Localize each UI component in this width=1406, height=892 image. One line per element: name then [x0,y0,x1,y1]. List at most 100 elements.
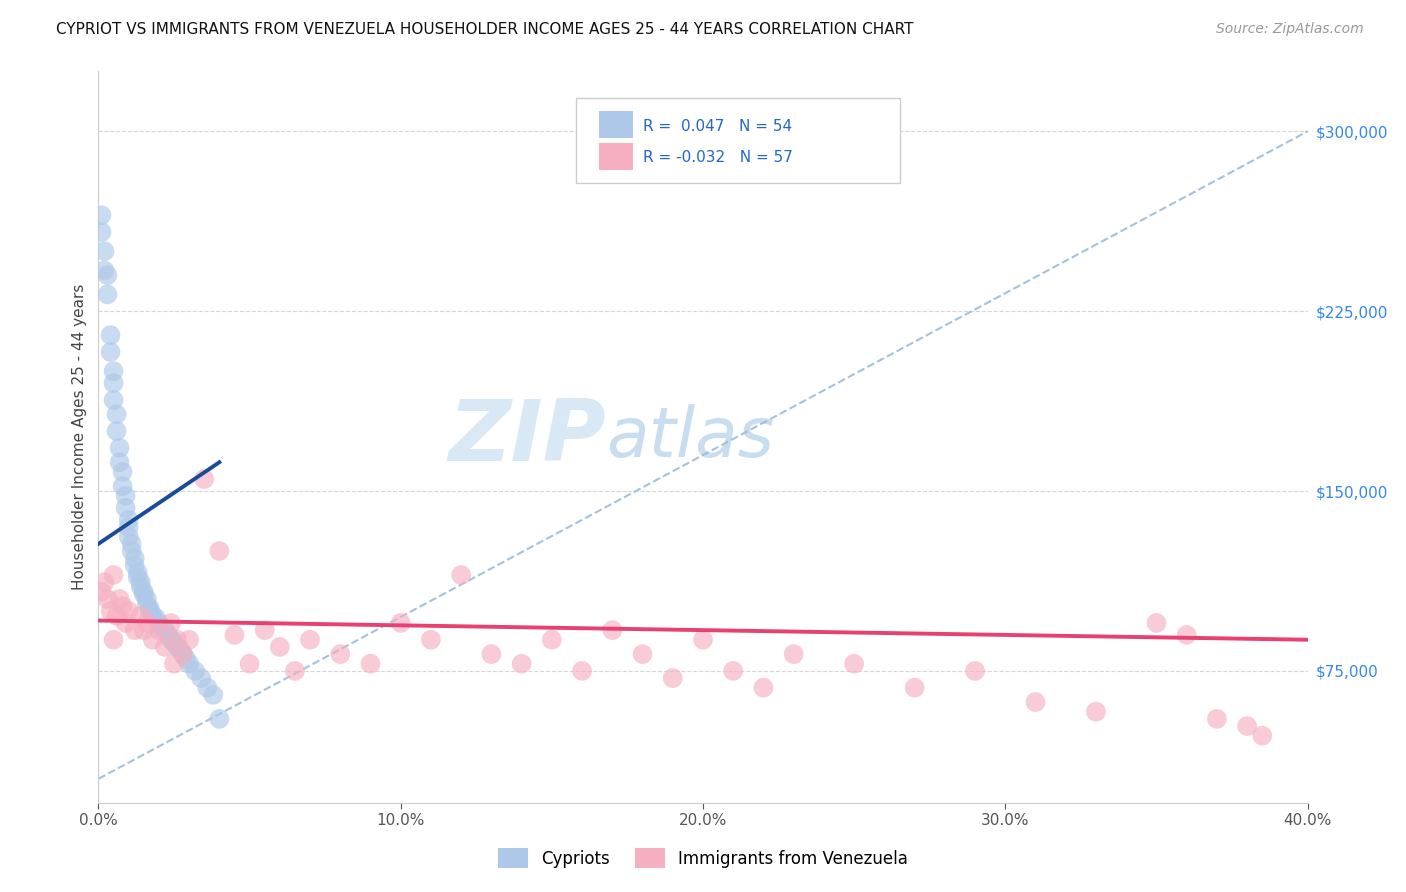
Point [172,647,194,661]
Point [253,623,276,637]
Point [174,652,197,666]
Point [150,621,173,635]
Text: CYPRIOT VS IMMIGRANTS FROM VENEZUELA HOUSEHOLDER INCOME AGES 25 - 44 YEARS CORRE: CYPRIOT VS IMMIGRANTS FROM VENEZUELA HOU… [56,22,914,37]
Point [156,628,179,642]
Point [90,584,112,599]
Point [132,623,155,637]
Point [193,472,215,486]
Text: R =  0.047   N = 54: R = 0.047 N = 54 [643,119,792,134]
Point [129,575,152,590]
Text: ZIP: ZIP [449,395,606,479]
Point [135,615,157,630]
Point [1144,615,1167,630]
Point [631,647,654,661]
Point [481,647,503,661]
Point [148,615,170,630]
Point [96,591,118,606]
Point [284,664,307,678]
Point [160,632,183,647]
Point [90,208,112,222]
Point [269,640,291,654]
Point [169,642,191,657]
Text: Source: ZipAtlas.com: Source: ZipAtlas.com [1216,22,1364,37]
Point [108,455,131,469]
Point [723,664,745,678]
Point [420,632,443,647]
Point [360,657,382,671]
Point [145,611,167,625]
Point [114,500,136,515]
Point [114,615,136,630]
Point [571,664,593,678]
Point [103,364,125,378]
Point [142,632,165,647]
Point [129,608,152,623]
Point [224,628,246,642]
Point [93,263,115,277]
Point [1175,628,1198,642]
Point [124,558,146,573]
Point [540,632,562,647]
Point [103,632,125,647]
Point [965,664,987,678]
Point [139,601,162,615]
Point [163,657,186,671]
Point [202,688,225,702]
Point [100,345,122,359]
Point [105,608,128,623]
Point [124,623,146,637]
Y-axis label: Householder Income Ages 25 - 44 years: Householder Income Ages 25 - 44 years [72,284,87,591]
Point [783,647,806,661]
Point [208,544,231,558]
Point [111,465,134,479]
Point [111,479,134,493]
Point [1085,705,1108,719]
Point [179,657,201,671]
Point [93,575,115,590]
Point [1206,712,1229,726]
Legend: Cypriots, Immigrants from Venezuela: Cypriots, Immigrants from Venezuela [491,841,915,875]
Point [1024,695,1046,709]
Point [139,604,162,618]
Point [329,647,352,661]
Point [103,568,125,582]
Point [1236,719,1258,733]
Point [190,671,212,685]
Point [108,441,131,455]
Point [692,632,714,647]
Point [160,615,183,630]
Point [124,551,146,566]
Point [132,584,155,599]
Point [118,530,141,544]
Point [118,513,141,527]
Point [166,640,188,654]
Point [105,424,128,438]
Point [299,632,322,647]
Point [163,635,186,649]
Point [121,537,143,551]
Point [844,657,866,671]
Point [389,615,412,630]
Point [127,566,149,580]
Text: atlas: atlas [606,403,775,471]
Point [142,608,165,623]
Point [105,407,128,421]
Point [602,623,624,637]
Point [184,664,207,678]
Point [121,544,143,558]
Point [93,244,115,259]
Point [127,570,149,584]
Point [118,520,141,534]
Point [100,328,122,343]
Point [129,580,152,594]
Point [103,392,125,407]
Point [166,632,188,647]
Point [103,376,125,391]
Point [510,657,533,671]
Point [1251,729,1274,743]
Point [179,632,201,647]
Point [904,681,927,695]
Point [118,604,141,618]
Point [153,623,176,637]
Point [172,647,194,661]
